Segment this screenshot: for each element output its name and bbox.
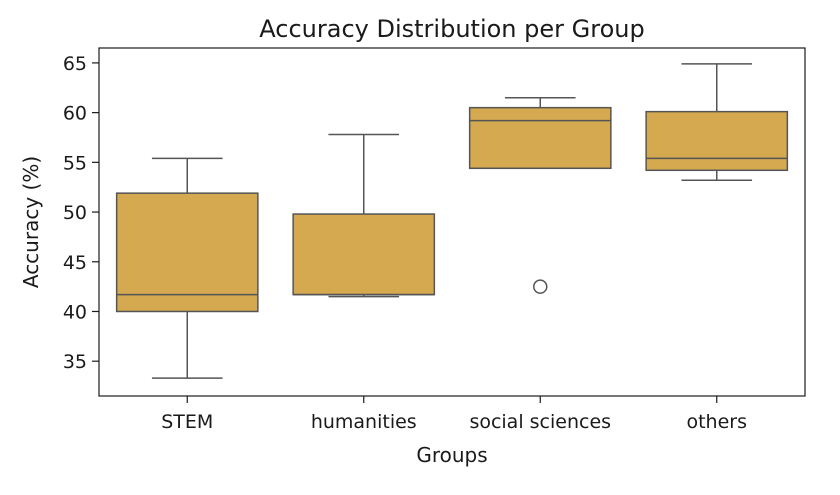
x-axis-label: Groups <box>416 443 487 467</box>
y-tick-label: 55 <box>63 152 87 174</box>
plot-frame <box>98 47 806 397</box>
y-tick-label: 45 <box>63 252 87 274</box>
y-tick-label: 65 <box>63 53 87 75</box>
y-tick-label: 60 <box>63 103 87 125</box>
box-iqr <box>115 192 259 313</box>
y-axis-label: Accuracy (%) <box>19 156 43 288</box>
plot-area: 35 40 45 50 55 60 65 STEM humanities social scien… <box>63 53 789 433</box>
box-iqr <box>468 106 612 170</box>
box-iqr <box>292 213 436 296</box>
y-tick-label: 50 <box>63 202 87 224</box>
x-tick-label: others <box>686 411 747 433</box>
x-tick-label: social sciences <box>469 411 611 433</box>
box-iqr <box>645 110 789 172</box>
outlier-point <box>533 279 548 294</box>
x-tick-label: STEM <box>161 411 213 433</box>
y-tick-label: 35 <box>63 351 87 373</box>
chart-title: Accuracy Distribution per Group <box>259 15 644 43</box>
y-tick-label: 40 <box>63 301 87 323</box>
x-tick-label: humanities <box>311 411 417 433</box>
